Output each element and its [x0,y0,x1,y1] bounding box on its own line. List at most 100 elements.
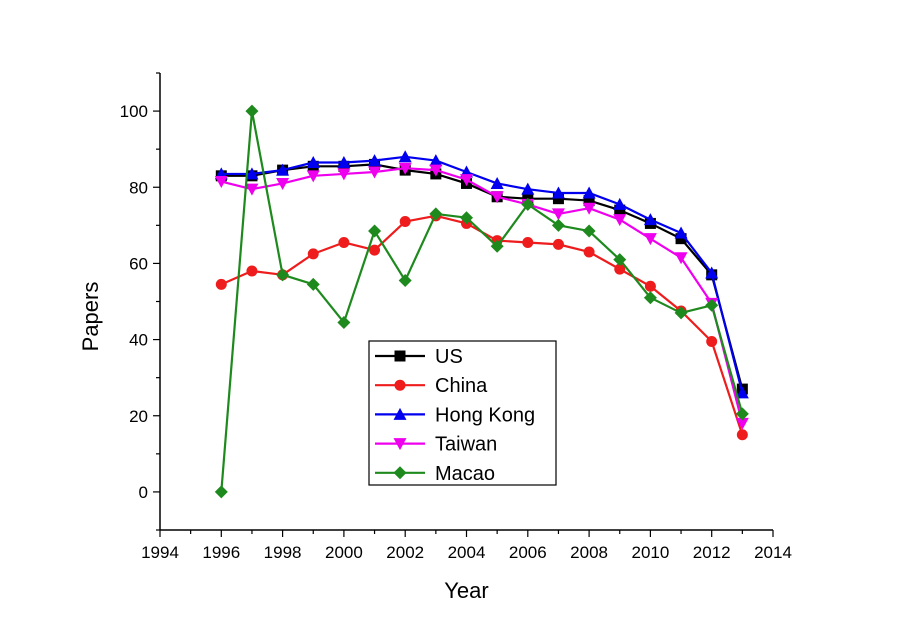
data-point-taiwan [490,191,504,204]
data-point-china [399,216,411,228]
data-point-hong-kong [551,186,565,199]
data-point-taiwan [674,252,688,265]
series-layer [214,104,749,499]
data-point-china [338,236,350,248]
data-point-taiwan [582,202,596,215]
y-tick-label: 80 [129,178,148,197]
x-tick-label: 2002 [386,543,424,562]
data-point-us [552,193,564,205]
data-point-china [215,278,227,290]
data-point-china [736,429,748,441]
data-point-macao [368,224,382,238]
data-point-china [552,238,564,250]
data-point-china [706,335,718,347]
data-point-macao [735,407,749,421]
x-tick-label: 2006 [509,543,547,562]
data-point-macao [643,291,657,305]
data-point-taiwan [214,176,228,189]
x-tick-label: 2014 [754,543,792,562]
data-point-hong-kong [245,167,259,180]
data-point-hong-kong [521,182,535,195]
legend-marker-macao [393,466,407,480]
data-point-macao [551,218,565,232]
data-point-hong-kong [582,186,596,199]
data-point-hong-kong [643,213,657,226]
data-point-taiwan [337,168,351,181]
data-point-taiwan [306,170,320,183]
data-point-macao [613,253,627,267]
data-point-hong-kong [306,155,320,168]
data-point-macao [521,197,535,211]
data-point-hong-kong [337,155,351,168]
x-tick-label: 2012 [693,543,731,562]
legend-label-taiwan: Taiwan [435,434,497,456]
legend-label-china: China [435,375,488,397]
legend-label-macao: Macao [435,463,495,485]
y-axis-title: Papers [78,282,103,352]
legend-label-us: US [435,346,463,368]
data-point-macao [245,104,259,118]
data-point-taiwan [613,214,627,227]
data-point-macao [705,298,719,312]
data-point-us [675,233,687,245]
data-point-macao [460,211,473,225]
series-line-hong-kong [221,155,744,394]
data-point-hong-kong [429,154,443,167]
y-tick-label: 60 [129,254,148,273]
data-point-taiwan [735,417,749,430]
data-point-macao [582,224,596,238]
data-point-china [246,265,258,277]
series-line-taiwan [221,167,744,424]
data-point-hong-kong [490,176,504,189]
series-line-macao [220,109,744,493]
x-tick-label: 2004 [448,543,486,562]
data-point-taiwan [551,208,565,221]
y-tick-label: 20 [129,407,148,426]
legend-marker-us [394,350,406,362]
data-point-hong-kong [398,150,412,163]
data-point-macao [276,268,290,282]
data-point-hong-kong [613,197,627,210]
data-point-china [369,244,381,256]
y-tick-label: 100 [120,102,148,121]
x-tick-label: 2000 [325,543,363,562]
data-point-taiwan [460,174,473,187]
data-point-hong-kong [735,386,749,399]
data-point-macao [429,207,443,221]
x-axis-title: Year [444,578,488,603]
legend-marker-hong-kong [393,407,407,420]
legend: US China Hong Kong Taiwan Macao [368,340,557,486]
data-point-china [522,236,534,248]
data-point-macao [398,274,412,288]
y-tick-label: 0 [139,483,148,502]
data-point-hong-kong [368,154,382,167]
data-point-macao [490,239,504,253]
legend-item-hong-kong: Hong Kong [375,404,535,426]
axes: 1994 1996 1998 2000 2002 2004 2006 2008 2010 2012… [120,72,792,562]
legend-item-macao: Macao [375,463,495,485]
data-point-taiwan [643,233,657,246]
legend-item-china: China [375,375,488,397]
legend-marker-taiwan [393,438,407,451]
legend-label-hong-kong: Hong Kong [435,404,535,426]
data-point-taiwan [245,183,259,196]
y-tick-label: 40 [129,331,148,350]
data-point-taiwan [429,164,443,177]
x-tick-label: 2008 [570,543,608,562]
data-point-china [644,280,656,292]
data-point-china [614,263,626,275]
x-tick-label: 1996 [202,543,240,562]
data-point-taiwan [398,162,412,175]
data-point-taiwan [368,166,382,179]
data-point-us [614,204,626,216]
legend-item-taiwan: Taiwan [375,434,497,456]
data-point-macao [306,277,320,291]
legend-marker-china [394,379,406,391]
data-point-hong-kong [276,163,290,176]
data-point-macao [674,306,688,320]
x-tick-label: 1998 [264,543,302,562]
data-point-china [307,248,319,260]
data-point-us [583,195,595,207]
series-macao [214,104,749,499]
